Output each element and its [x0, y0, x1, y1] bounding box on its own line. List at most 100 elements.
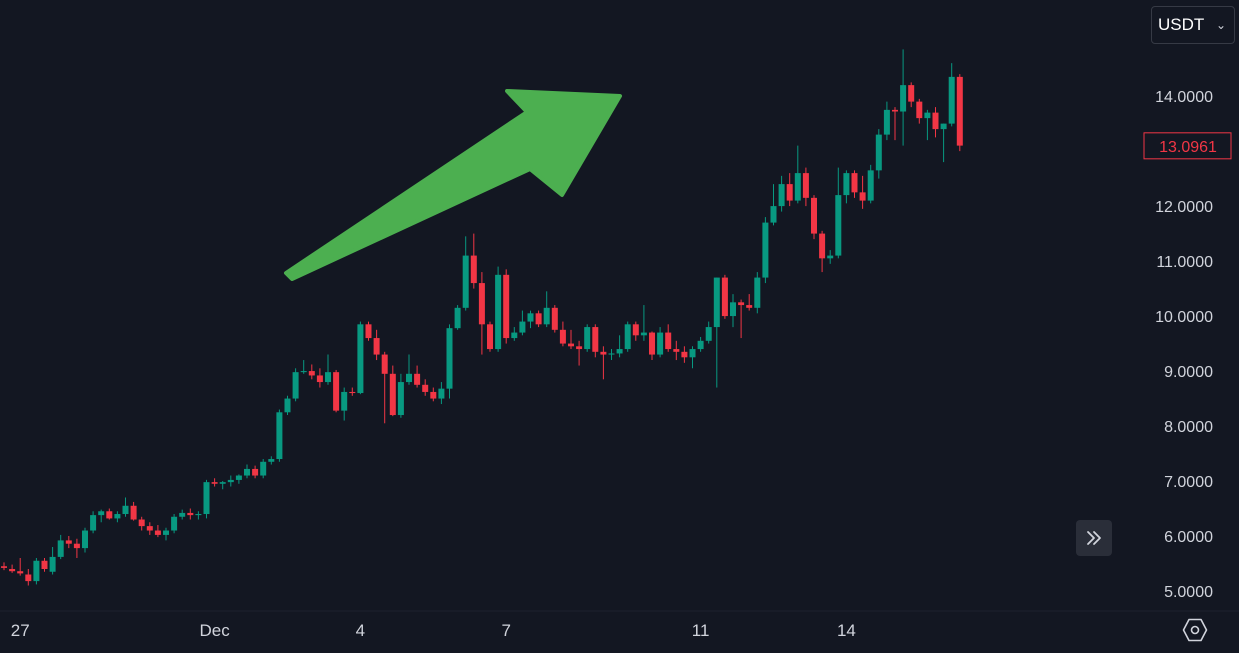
candle-body — [478, 283, 485, 325]
candle-body — [292, 372, 299, 399]
candle-body — [203, 482, 210, 515]
candle-body — [697, 340, 704, 350]
candle-body — [851, 173, 858, 193]
time-axis-label: 14 — [837, 621, 856, 640]
candle-body — [924, 112, 931, 119]
candle-body — [406, 373, 412, 383]
candle-body — [721, 277, 728, 317]
candle-body — [511, 332, 518, 339]
candle-body — [114, 514, 121, 519]
candle-body — [576, 346, 583, 350]
candle-body — [770, 206, 777, 223]
candle-body — [551, 307, 558, 330]
candle-body — [357, 324, 364, 394]
candle-body — [397, 382, 404, 416]
candle-body — [657, 332, 664, 355]
candle-body — [316, 375, 323, 383]
candle-body — [422, 384, 429, 392]
candle-body — [65, 540, 72, 544]
candle-body — [446, 328, 453, 389]
candles-group — [1, 49, 963, 586]
candle-body — [908, 85, 915, 102]
candle-body — [503, 274, 510, 339]
scroll-to-realtime-button[interactable] — [1076, 520, 1112, 556]
price-axis-label: 7.0000 — [1164, 474, 1213, 491]
candle-body — [835, 195, 842, 256]
candle-body — [738, 302, 745, 306]
price-axis-label: 11.0000 — [1156, 254, 1213, 271]
candle-body — [867, 170, 874, 201]
price-axis-label: 10.0000 — [1155, 309, 1213, 326]
candle-body — [535, 313, 542, 325]
price-axis-label: 6.0000 — [1164, 529, 1213, 546]
trend-arrow-annotation[interactable] — [284, 89, 622, 281]
candle-body — [624, 324, 631, 350]
candle-body — [276, 412, 283, 460]
candle-body — [802, 173, 809, 198]
candle-body — [454, 307, 461, 329]
candle-body — [260, 461, 267, 476]
candle-body — [762, 222, 769, 278]
candle-body — [438, 388, 445, 399]
candle-body — [932, 112, 939, 130]
candle-body — [843, 173, 850, 196]
candle-body — [956, 76, 963, 146]
candle-body — [341, 391, 348, 411]
candle-body — [252, 468, 259, 476]
candle-body — [948, 76, 955, 124]
candle-body — [195, 514, 202, 516]
candle-body — [73, 543, 80, 549]
candle-body — [82, 530, 88, 549]
candle-body — [746, 305, 753, 308]
candle-body — [640, 332, 647, 336]
candle-body — [227, 479, 234, 483]
time-axis-label: 11 — [692, 621, 710, 640]
candle-body — [883, 109, 890, 135]
candle-body — [713, 277, 720, 328]
price-axis: 14.000013.000012.000011.000010.00009.000… — [1155, 89, 1213, 601]
price-axis-label: 14.0000 — [1155, 89, 1213, 106]
time-axis-label: Dec — [199, 621, 230, 640]
candle-body — [389, 373, 396, 416]
candle-body — [373, 338, 380, 355]
candle-body — [365, 324, 372, 339]
candle-body — [754, 277, 761, 308]
candle-body — [138, 519, 145, 527]
candle-body — [49, 556, 56, 572]
candle-body — [608, 353, 615, 355]
candle-body — [689, 349, 696, 358]
candle-body — [794, 173, 801, 201]
candle-body — [171, 516, 178, 531]
currency-label: USDT — [1158, 15, 1205, 34]
candle-body — [235, 475, 242, 480]
candle-body — [665, 332, 672, 350]
last-price-marker: 13.0961 — [1143, 132, 1232, 160]
currency-select[interactable]: USDT ⌄ — [1151, 6, 1235, 44]
candle-body — [179, 512, 186, 517]
candle-body — [244, 468, 250, 476]
candle-body — [600, 351, 607, 355]
candle-body — [211, 482, 218, 484]
time-axis-label: 4 — [356, 621, 365, 640]
candle-body — [130, 505, 137, 520]
candle-body — [543, 307, 550, 325]
last-price-box — [1143, 132, 1232, 160]
candle-body — [41, 560, 48, 570]
candle-body — [916, 101, 923, 119]
candle-body — [527, 313, 534, 322]
chart-settings-button[interactable] — [1180, 615, 1210, 645]
price-axis-label: 8.0000 — [1164, 419, 1213, 436]
candle-body — [487, 324, 493, 350]
candle-body — [559, 329, 566, 344]
candle-body — [17, 571, 24, 574]
candle-body — [819, 233, 826, 259]
price-axis-label: 9.0000 — [1164, 364, 1213, 381]
settings-hex-icon — [1182, 618, 1208, 642]
candle-body — [333, 372, 340, 411]
green-arrow-annotation[interactable] — [284, 89, 622, 281]
candle-body — [414, 373, 421, 385]
candle-body — [470, 255, 477, 284]
candle-body — [632, 324, 639, 336]
candle-body — [827, 255, 834, 259]
